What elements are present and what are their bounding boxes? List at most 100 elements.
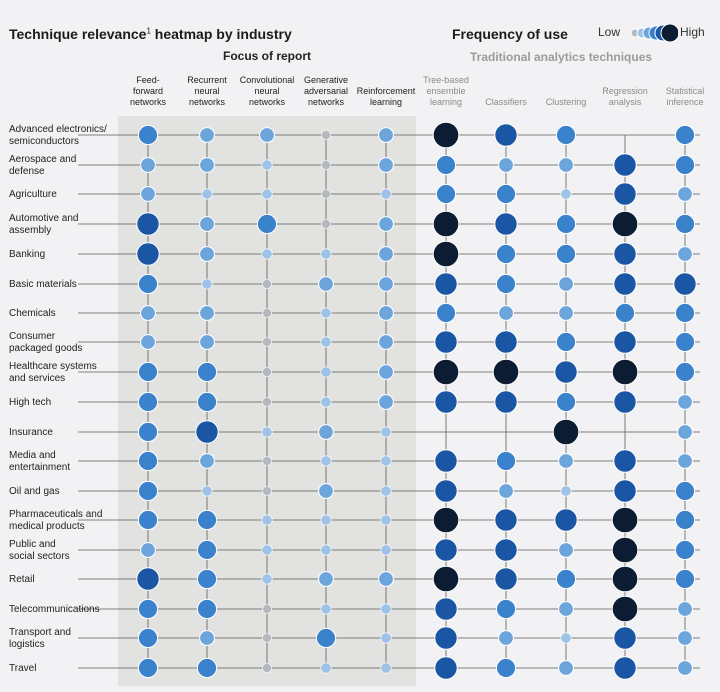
cell-r18-c2: [262, 663, 272, 673]
cell-r0-c5: [432, 121, 460, 149]
row-label-14: Public and social sectors: [9, 539, 70, 562]
cell-r3-c4: [378, 216, 394, 232]
cell-r2-c5: [435, 183, 457, 205]
cell-r8-c9: [674, 361, 696, 383]
cell-r3-c3: [321, 219, 331, 229]
legend-title: Frequency of use: [452, 26, 568, 42]
cell-r3-c8: [611, 210, 639, 238]
cell-r3-c9: [674, 213, 696, 235]
cell-r9-c3: [320, 396, 332, 408]
cell-r13-c1: [196, 509, 218, 531]
cell-r11-c1: [199, 453, 215, 469]
cell-r10-c2: [261, 426, 273, 438]
cell-r12-c4: [380, 485, 392, 497]
cell-r7-c0: [140, 334, 156, 350]
cell-r1-c6: [498, 157, 514, 173]
cell-r7-c3: [320, 336, 332, 348]
cell-r6-c1: [199, 305, 215, 321]
cell-r4-c7: [555, 243, 577, 265]
cell-r16-c0: [137, 598, 159, 620]
cell-r7-c7: [555, 331, 577, 353]
cell-r8-c7: [554, 360, 578, 384]
cell-r11-c2: [262, 456, 272, 466]
cell-r6-c5: [435, 302, 457, 324]
cell-r0-c1: [199, 127, 215, 143]
cell-r14-c0: [140, 542, 156, 558]
cell-r9-c5: [434, 390, 458, 414]
cell-r9-c2: [262, 397, 272, 407]
cell-r11-c8: [613, 449, 637, 473]
row-label-5: Basic materials: [9, 279, 77, 290]
row-label-6: Chemicals: [9, 308, 56, 319]
cell-r9-c6: [494, 390, 518, 414]
column-label-8: Regression analysis: [602, 86, 648, 107]
cell-r6-c4: [378, 305, 394, 321]
legend-circle-5: [660, 24, 678, 42]
cell-r0-c6: [494, 123, 518, 147]
cell-r11-c6: [495, 450, 517, 472]
cell-r1-c2: [261, 159, 273, 171]
cell-r17-c0: [137, 627, 159, 649]
cell-r5-c3: [318, 276, 334, 292]
cell-r0-c2: [259, 127, 275, 143]
cell-r16-c9: [677, 601, 693, 617]
cell-r2-c9: [677, 186, 693, 202]
cell-r8-c8: [611, 358, 639, 386]
cell-r9-c0: [137, 391, 159, 413]
cell-r13-c5: [432, 506, 460, 534]
cell-r4-c0: [136, 242, 160, 266]
cell-r17-c1: [199, 630, 215, 646]
row-label-0: Advanced electronics/semiconductors: [9, 124, 107, 147]
cell-r1-c8: [613, 153, 637, 177]
cell-r0-c4: [378, 127, 394, 143]
cell-r12-c2: [262, 486, 272, 496]
cell-r13-c2: [261, 514, 273, 526]
cell-r15-c6: [494, 567, 518, 591]
column-label-9: Statistical inference: [666, 86, 705, 107]
cell-r8-c1: [196, 361, 218, 383]
cell-r8-c5: [432, 358, 460, 386]
cell-r6-c0: [140, 305, 156, 321]
cell-r18-c3: [320, 662, 332, 674]
row-label-15: Retail: [9, 574, 35, 585]
cell-r11-c3: [320, 455, 332, 467]
cell-r6-c2: [262, 308, 272, 318]
cell-r7-c4: [378, 334, 394, 350]
cell-r14-c2: [261, 544, 273, 556]
cell-r10-c4: [380, 426, 392, 438]
cell-r4-c5: [432, 240, 460, 268]
cell-r15-c4: [378, 571, 394, 587]
cell-r5-c5: [434, 272, 458, 296]
cell-r11-c7: [558, 453, 574, 469]
cell-r14-c5: [434, 538, 458, 562]
cell-r14-c3: [320, 544, 332, 556]
cell-r18-c5: [434, 656, 458, 680]
cell-r6-c9: [674, 302, 696, 324]
cell-r12-c6: [498, 483, 514, 499]
cell-r7-c6: [494, 330, 518, 354]
cell-r5-c0: [137, 273, 159, 295]
cell-r13-c6: [494, 508, 518, 532]
cell-r13-c4: [380, 514, 392, 526]
cell-r14-c7: [558, 542, 574, 558]
cell-r14-c4: [380, 544, 392, 556]
cell-r1-c7: [558, 157, 574, 173]
cell-r14-c8: [611, 536, 639, 564]
row-label-16: Telecommunications: [9, 604, 100, 615]
cell-r9-c7: [555, 391, 577, 413]
cell-r16-c8: [611, 595, 639, 623]
column-label-3: Generative adversarial networks: [304, 75, 348, 107]
row-label-3: Automotive and assembly: [9, 213, 79, 236]
row-label-17: Transport and logistics: [9, 627, 71, 650]
cell-r5-c7: [558, 276, 574, 292]
cell-r11-c0: [137, 450, 159, 472]
row-label-10: Insurance: [9, 427, 53, 438]
cell-r18-c0: [137, 657, 159, 679]
cell-r14-c1: [196, 539, 218, 561]
cell-r15-c5: [432, 565, 460, 593]
cell-r17-c2: [262, 633, 272, 643]
cell-r13-c8: [611, 506, 639, 534]
cell-r16-c7: [558, 601, 574, 617]
cell-r1-c0: [140, 157, 156, 173]
cell-r3-c7: [555, 213, 577, 235]
